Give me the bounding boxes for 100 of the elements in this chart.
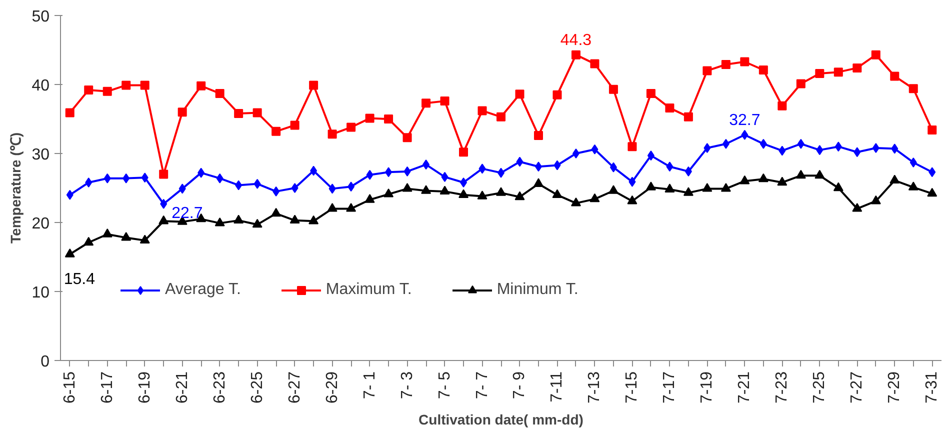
point xyxy=(891,144,898,154)
point xyxy=(852,63,862,72)
point xyxy=(758,173,768,182)
point xyxy=(234,214,244,224)
point xyxy=(590,59,600,68)
point xyxy=(571,50,580,60)
point xyxy=(702,182,712,192)
point xyxy=(459,148,468,157)
x-tick-label: 6-23 xyxy=(211,371,228,404)
x-tick-label: 7-31 xyxy=(924,371,941,404)
x-tick-label: 7-11 xyxy=(548,371,566,402)
point xyxy=(404,166,411,176)
point xyxy=(160,198,168,209)
point xyxy=(84,86,94,95)
point xyxy=(533,178,544,187)
point xyxy=(122,173,130,184)
point xyxy=(684,112,693,122)
y-tick-label: 30 xyxy=(32,146,50,164)
point xyxy=(384,114,394,124)
point xyxy=(385,167,392,178)
point xyxy=(760,138,767,149)
point xyxy=(646,88,656,98)
point xyxy=(422,98,431,108)
point xyxy=(928,167,936,178)
point xyxy=(834,142,842,152)
point xyxy=(308,215,319,224)
point xyxy=(704,142,711,153)
x-axis-title: Cultivation date( mm-dd) xyxy=(418,412,584,428)
point xyxy=(665,103,674,112)
legend-label: Minimum T. xyxy=(496,281,578,299)
point xyxy=(758,66,768,75)
point xyxy=(158,215,169,224)
point xyxy=(214,217,225,226)
point xyxy=(441,172,448,182)
point xyxy=(328,184,336,194)
x-tick-label: 7-19 xyxy=(698,371,716,404)
point xyxy=(215,88,224,98)
point xyxy=(365,114,374,123)
x-tick-label: 6-27 xyxy=(286,371,304,404)
point xyxy=(796,79,806,88)
y-tick-label: 40 xyxy=(32,78,50,94)
point xyxy=(290,214,300,224)
point xyxy=(366,170,374,180)
point xyxy=(458,189,469,198)
x-tick-label: 7- 1 xyxy=(361,371,378,400)
point xyxy=(552,189,562,198)
point xyxy=(140,80,150,90)
x-tick-label: 7-27 xyxy=(848,371,866,404)
y-tick-label: 20 xyxy=(32,216,50,232)
point xyxy=(254,178,261,189)
point xyxy=(384,188,394,198)
data-label: 22.7 xyxy=(172,204,203,222)
point xyxy=(198,168,205,178)
point xyxy=(871,50,880,60)
point xyxy=(310,166,318,176)
point xyxy=(178,108,187,117)
point xyxy=(740,57,750,66)
point xyxy=(478,164,486,174)
data-label: 15.4 xyxy=(64,271,96,288)
x-tick-label: 7-13 xyxy=(586,371,604,404)
x-tick-label: 6-19 xyxy=(136,371,154,404)
point xyxy=(608,84,618,94)
point xyxy=(852,203,862,212)
point xyxy=(684,166,692,176)
point xyxy=(421,185,432,194)
point xyxy=(854,147,861,158)
point xyxy=(890,174,900,184)
point xyxy=(683,187,694,196)
point xyxy=(66,190,74,200)
x-tick-label: 7-21 xyxy=(736,371,754,404)
point xyxy=(496,112,506,122)
point xyxy=(816,145,824,156)
point xyxy=(610,162,617,172)
point xyxy=(477,190,488,200)
point xyxy=(927,188,938,197)
point xyxy=(590,193,600,202)
point xyxy=(646,182,656,190)
point xyxy=(328,130,337,139)
point xyxy=(778,146,786,156)
point xyxy=(554,160,561,170)
point xyxy=(234,108,244,118)
point xyxy=(290,120,300,130)
point xyxy=(364,194,375,203)
data-label: 32.7 xyxy=(729,112,760,129)
y-axis-title: Temperature (℃) xyxy=(8,132,24,244)
point xyxy=(460,177,468,188)
point xyxy=(664,184,675,192)
point xyxy=(140,234,150,244)
point xyxy=(666,162,674,172)
point xyxy=(627,195,638,204)
point xyxy=(235,180,242,190)
x-tick-label: 6-15 xyxy=(61,371,78,404)
point xyxy=(741,130,748,140)
x-tick-label: 7- 7 xyxy=(474,371,491,400)
point xyxy=(348,182,355,192)
point xyxy=(402,182,412,192)
point xyxy=(814,170,825,179)
point xyxy=(104,173,111,184)
point xyxy=(346,122,356,132)
x-tick-label: 7- 3 xyxy=(398,371,416,400)
